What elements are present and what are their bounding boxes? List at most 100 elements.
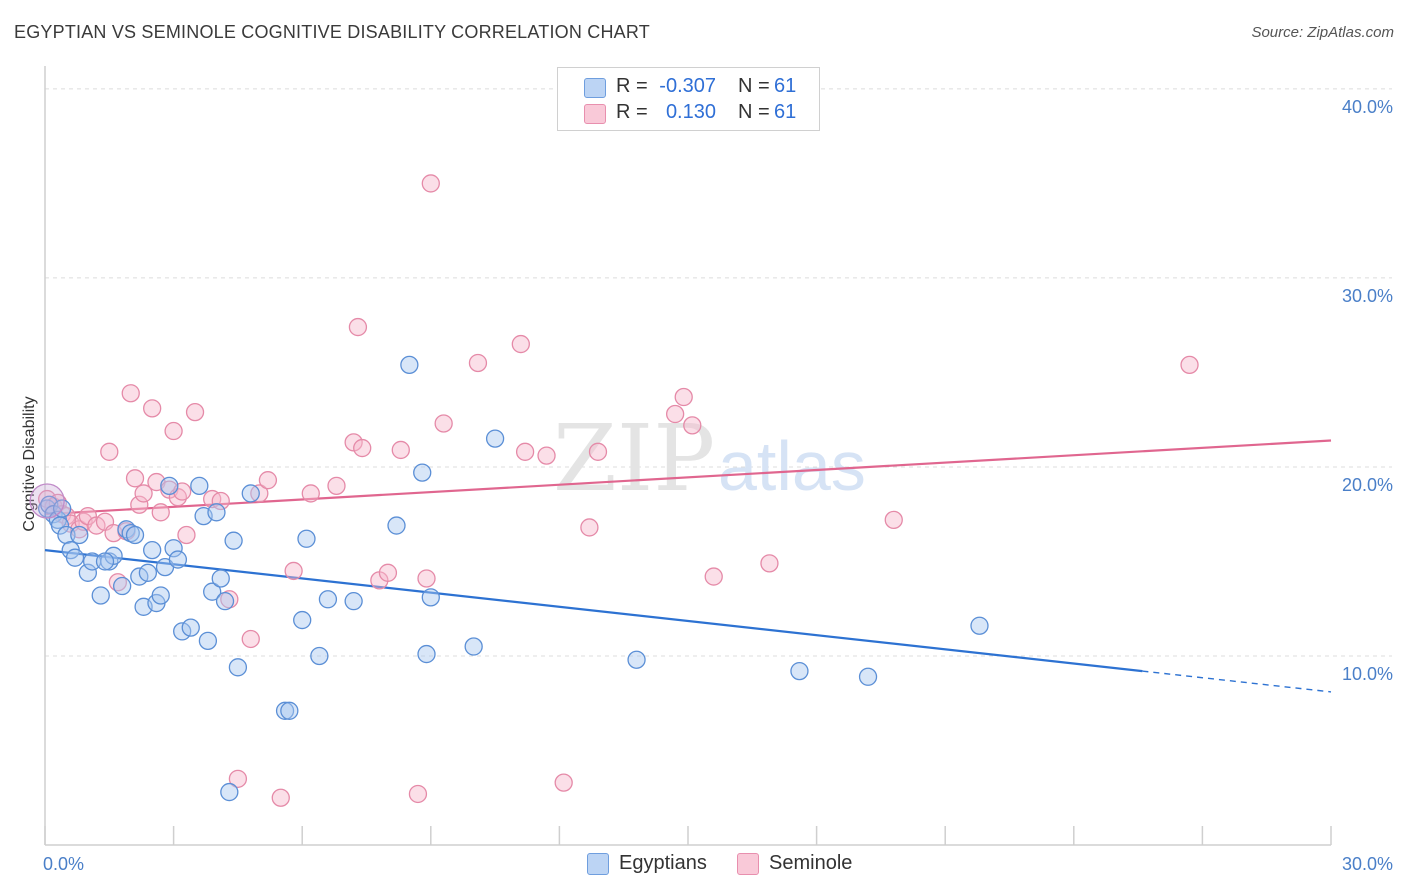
data-point-seminole bbox=[284, 561, 303, 581]
y-tick-label: 20.0% bbox=[1342, 475, 1393, 495]
data-point-egyptians bbox=[138, 563, 158, 582]
data-point-seminole bbox=[434, 414, 453, 433]
bottom-legend-swatch-egyptians bbox=[587, 853, 609, 875]
trend-line-egyptians bbox=[44, 549, 1143, 673]
watermark-atlas: atlas bbox=[718, 427, 866, 505]
data-point-seminole bbox=[417, 569, 436, 588]
data-point-egyptians bbox=[168, 550, 188, 569]
data-point-seminole bbox=[228, 769, 248, 788]
data-point-seminole bbox=[143, 399, 162, 418]
data-point-egyptians bbox=[65, 548, 85, 567]
data-point-egyptians bbox=[125, 525, 145, 545]
data-point-seminole bbox=[185, 402, 205, 422]
data-point-egyptians bbox=[627, 650, 646, 669]
data-point-egyptians bbox=[143, 540, 162, 560]
data-point-egyptians bbox=[310, 646, 329, 666]
y-tick-label: 30.0% bbox=[1342, 286, 1393, 306]
data-point-egyptians bbox=[70, 525, 89, 545]
data-point-seminole bbox=[271, 788, 290, 807]
data-point-egyptians bbox=[387, 516, 406, 535]
x-tick-label: 0.0% bbox=[43, 854, 84, 874]
grid-layer bbox=[45, 88, 1392, 657]
data-point-seminole bbox=[211, 491, 230, 511]
data-point-egyptians bbox=[421, 588, 440, 607]
data-point-seminole bbox=[884, 510, 903, 530]
data-point-egyptians bbox=[198, 631, 218, 651]
data-point-egyptians bbox=[215, 592, 235, 611]
data-point-seminole bbox=[588, 442, 608, 461]
y-tick-label: 40.0% bbox=[1342, 97, 1393, 117]
points-layer bbox=[29, 174, 1199, 807]
data-point-egyptians bbox=[297, 529, 316, 548]
data-point-seminole bbox=[408, 784, 428, 804]
data-point-egyptians bbox=[275, 701, 295, 720]
data-point-egyptians bbox=[228, 658, 248, 677]
x-tick-label: 30.0% bbox=[1342, 854, 1393, 874]
chart-title: EGYPTIAN VS SEMINOLE COGNITIVE DISABILIT… bbox=[14, 22, 650, 42]
chart-source: Source: ZipAtlas.com bbox=[1251, 24, 1394, 41]
legend-swatch-seminole bbox=[584, 104, 606, 124]
legend-r-value: 0.130 bbox=[665, 101, 716, 123]
data-point-seminole bbox=[151, 503, 170, 522]
data-point-egyptians bbox=[207, 503, 226, 522]
data-point-egyptians bbox=[160, 476, 179, 496]
data-point-seminole bbox=[511, 334, 530, 354]
data-point-egyptians bbox=[485, 429, 505, 448]
legend-n-value: 61 bbox=[774, 75, 797, 97]
data-point-egyptians bbox=[91, 586, 110, 605]
data-point-egyptians bbox=[113, 576, 132, 596]
data-point-egyptians bbox=[400, 355, 419, 375]
data-point-egyptians bbox=[344, 592, 363, 611]
data-point-egyptians bbox=[220, 782, 239, 802]
data-point-egyptians bbox=[203, 582, 222, 601]
data-point-egyptians bbox=[790, 661, 809, 681]
stats-legend: R = -0.307 N = 61 R = 0.130 N = 61 bbox=[557, 67, 820, 131]
data-point-seminole bbox=[353, 438, 372, 458]
data-point-seminole bbox=[164, 421, 183, 441]
data-point-egyptians bbox=[241, 484, 260, 503]
data-point-seminole bbox=[177, 525, 196, 545]
data-point-seminole bbox=[537, 446, 556, 465]
watermark-zip: ZIP bbox=[553, 405, 715, 512]
bottom-legend-label-seminole: Seminole bbox=[769, 852, 853, 874]
data-point-egyptians bbox=[858, 667, 878, 686]
legend-r-value: -0.307 bbox=[659, 75, 716, 97]
data-point-egyptians bbox=[318, 590, 338, 609]
data-point-seminole bbox=[327, 476, 346, 496]
data-point-seminole bbox=[378, 563, 398, 582]
data-point-cluster bbox=[29, 483, 65, 519]
legend-r-label: R = bbox=[616, 101, 648, 123]
data-point-seminole bbox=[121, 384, 140, 403]
data-point-egyptians bbox=[151, 586, 170, 605]
data-point-egyptians bbox=[78, 563, 98, 582]
data-point-seminole bbox=[704, 567, 723, 586]
watermark: ZIP atlas bbox=[553, 405, 866, 512]
data-point-seminole bbox=[258, 471, 278, 490]
data-point-egyptians bbox=[413, 463, 432, 482]
trend-lines bbox=[44, 439, 1332, 693]
data-point-seminole bbox=[665, 404, 685, 424]
data-point-egyptians bbox=[164, 539, 183, 558]
axis-layer bbox=[44, 66, 1332, 846]
legend-r-label: R = bbox=[616, 75, 648, 97]
data-point-egyptians bbox=[190, 476, 209, 496]
data-point-egyptians bbox=[181, 618, 200, 637]
y-tick-label: 10.0% bbox=[1342, 664, 1393, 684]
data-point-egyptians bbox=[95, 552, 115, 571]
legend-n-value: 61 bbox=[774, 101, 797, 123]
data-point-seminole bbox=[515, 442, 535, 461]
bottom-legend-label-egyptians: Egyptians bbox=[619, 852, 707, 874]
legend-n-label: N = bbox=[738, 75, 770, 97]
data-point-seminole bbox=[100, 442, 119, 461]
data-point-seminole bbox=[760, 554, 779, 573]
data-point-egyptians bbox=[417, 644, 436, 664]
data-point-seminole bbox=[134, 484, 153, 503]
legend-n-label: N = bbox=[738, 101, 770, 123]
data-point-seminole bbox=[683, 416, 702, 435]
data-point-seminole bbox=[125, 469, 145, 488]
data-point-egyptians bbox=[293, 610, 312, 630]
data-point-seminole bbox=[391, 440, 410, 460]
data-point-seminole bbox=[674, 387, 693, 407]
data-point-seminole bbox=[468, 353, 488, 373]
trend-line-egyptians-extrapolated bbox=[1142, 670, 1332, 693]
